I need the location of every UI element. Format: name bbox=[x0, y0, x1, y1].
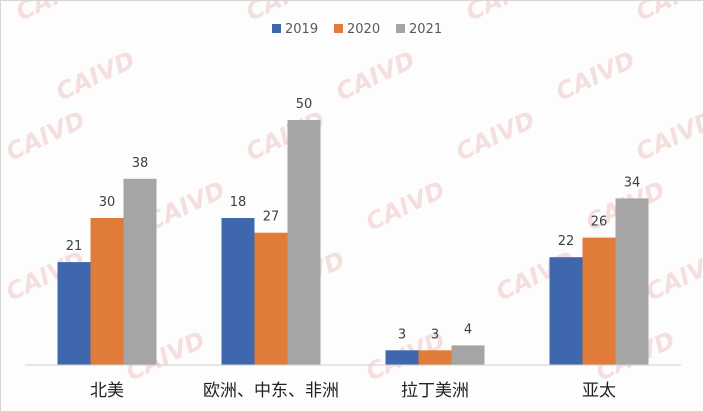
watermark-text: CAIVD bbox=[12, 1, 100, 26]
bar-2021-1 bbox=[287, 120, 321, 365]
category-labels: 北美 欧洲、中东、非洲 拉丁美洲 亚太 bbox=[90, 381, 616, 401]
data-label-2021-3: 34 bbox=[624, 175, 641, 190]
watermark-text: CAIVD bbox=[632, 106, 703, 167]
legend: 2019 2020 2021 bbox=[272, 22, 442, 37]
bar-2021-2 bbox=[451, 345, 485, 365]
data-label-2020-3: 26 bbox=[591, 215, 608, 230]
legend-swatch-2021 bbox=[396, 24, 405, 33]
data-label-2019-0: 21 bbox=[66, 239, 83, 254]
bar-2019-1 bbox=[221, 218, 255, 365]
bar-2019-3 bbox=[549, 257, 583, 365]
legend-label-2019: 2019 bbox=[285, 22, 318, 37]
legend-label-2020: 2020 bbox=[347, 22, 380, 37]
watermark-text: CAIVD bbox=[332, 46, 420, 107]
data-label-2020-0: 30 bbox=[99, 195, 116, 210]
data-label-2021-1: 50 bbox=[296, 97, 313, 112]
watermark-text: CAIVD bbox=[452, 106, 540, 167]
category-label-2: 拉丁美洲 bbox=[401, 381, 469, 401]
watermark-text: CAIVD bbox=[52, 46, 140, 107]
data-label-2019-3: 22 bbox=[558, 234, 575, 249]
bar-2019-0 bbox=[57, 262, 91, 365]
category-label-3: 亚太 bbox=[582, 381, 616, 401]
watermark-text: CAIVD bbox=[642, 246, 703, 307]
category-label-1: 欧洲、中东、非洲 bbox=[203, 381, 339, 401]
category-label-0: 北美 bbox=[90, 381, 124, 401]
data-label-2019-2: 3 bbox=[398, 327, 406, 342]
watermark-text: CAIVD bbox=[632, 1, 703, 26]
watermark-text: CAIVD bbox=[552, 46, 640, 107]
legend-label-2021: 2021 bbox=[409, 22, 442, 37]
bar-2020-3 bbox=[582, 237, 616, 365]
data-label-2019-1: 18 bbox=[230, 195, 247, 210]
data-label-2021-2: 4 bbox=[464, 322, 472, 337]
legend-swatch-2020 bbox=[334, 24, 343, 33]
data-label-2021-0: 38 bbox=[132, 156, 149, 171]
legend-swatch-2019 bbox=[272, 24, 281, 33]
bar-2019-2 bbox=[385, 350, 419, 365]
bar-2020-0 bbox=[90, 218, 124, 365]
bar-2021-0 bbox=[123, 178, 157, 365]
data-label-2020-2: 3 bbox=[431, 327, 439, 342]
watermark-text: CAIVD bbox=[462, 1, 550, 26]
bar-2020-1 bbox=[254, 232, 288, 365]
bars-layer: 21 18 3 22 30 27 3 26 38 50 4 34 bbox=[57, 97, 649, 365]
bar-2020-2 bbox=[418, 350, 452, 365]
watermark-text: CAIVD bbox=[362, 176, 450, 237]
data-label-2020-1: 27 bbox=[263, 210, 280, 225]
watermark-text: CAIVD bbox=[2, 106, 90, 167]
bar-2021-3 bbox=[615, 198, 649, 365]
